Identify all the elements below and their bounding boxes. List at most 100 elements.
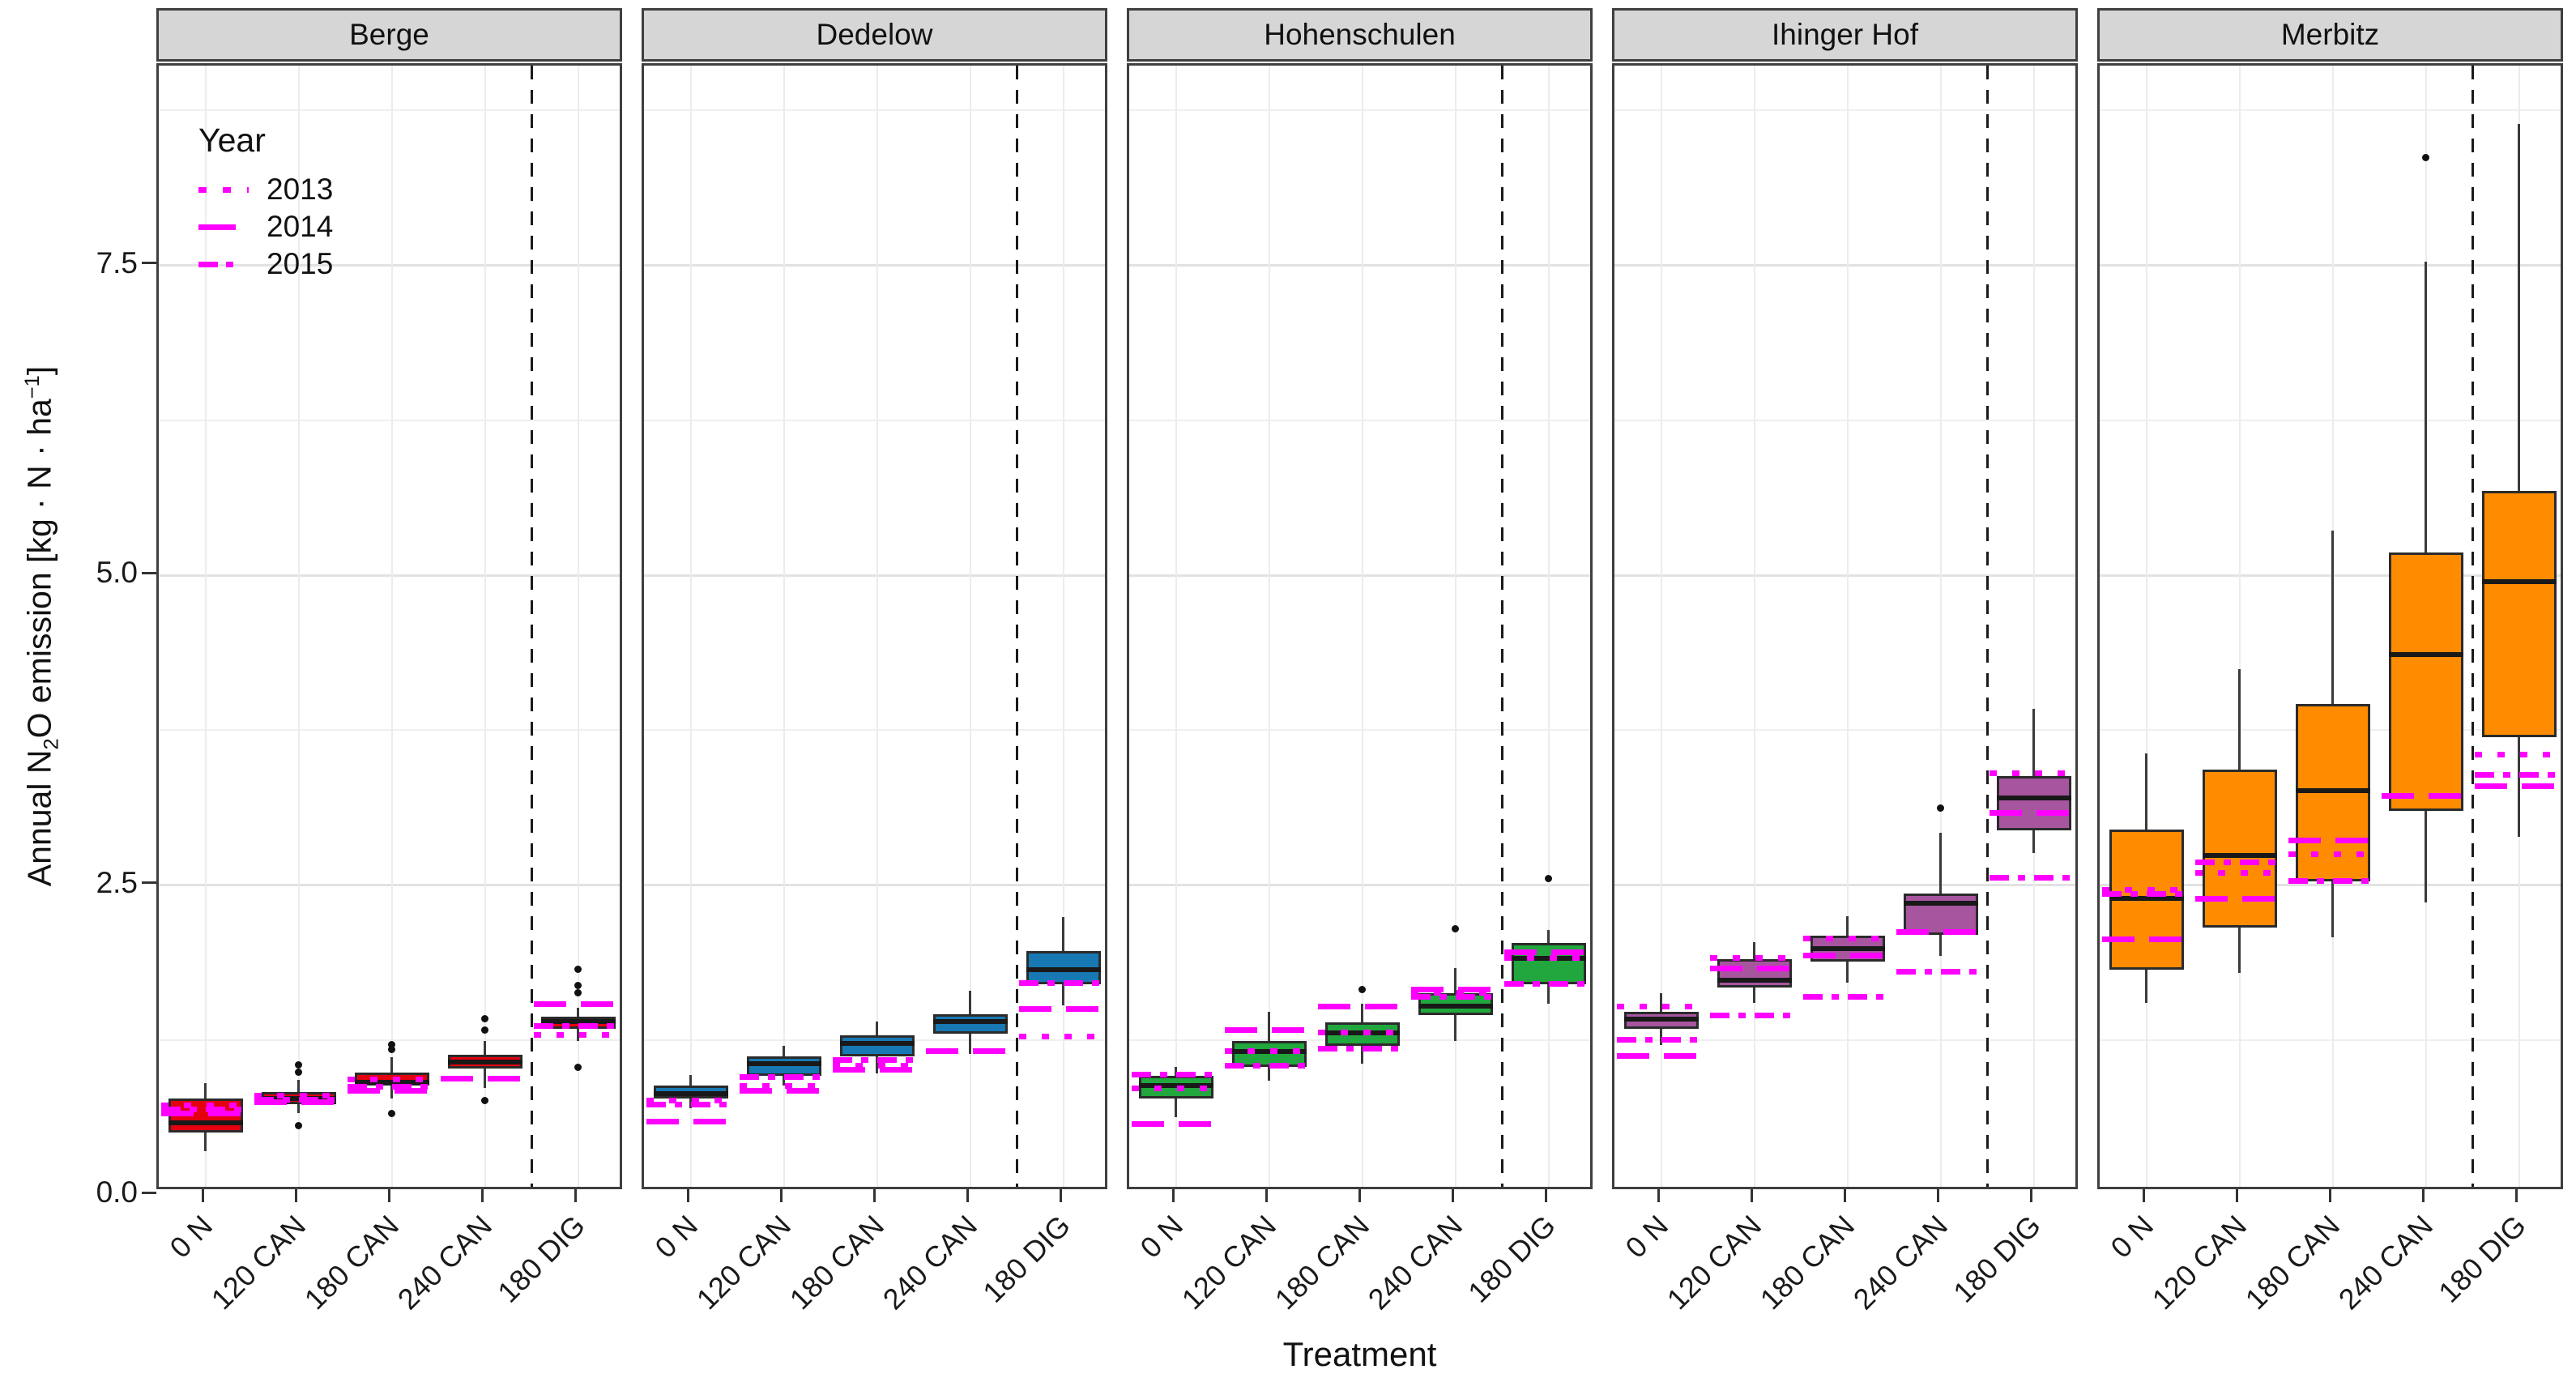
x-tick-mark bbox=[1172, 1189, 1175, 1202]
legend-item: 2015 bbox=[198, 245, 333, 283]
year-line-2015 bbox=[1802, 993, 1892, 1000]
y-tick-label: 5.0 bbox=[96, 556, 138, 589]
x-tick-mark bbox=[2143, 1189, 2145, 1202]
y-axis-title: Annual N2O emission [kg · N · ha−1] bbox=[20, 366, 63, 886]
legend-item: 2014 bbox=[198, 208, 333, 245]
vertical-gridline bbox=[1454, 66, 1456, 1187]
x-tick-mark bbox=[2030, 1189, 2032, 1202]
legend-title: Year bbox=[198, 122, 266, 159]
minor-gridline bbox=[159, 1039, 620, 1041]
year-line-2013 bbox=[254, 1093, 343, 1099]
x-tick-label: 0 N bbox=[2103, 1209, 2160, 1265]
year-line-2015 bbox=[533, 1023, 620, 1030]
vertical-gridline bbox=[1062, 66, 1064, 1187]
box bbox=[746, 1056, 821, 1077]
minor-gridline bbox=[1614, 729, 2075, 732]
treatment-separator-dashed-line bbox=[1500, 66, 1503, 1187]
treatment-separator-dashed-line bbox=[1015, 66, 1018, 1187]
legend-item: 2013 bbox=[198, 171, 333, 208]
outlier-dot bbox=[574, 966, 582, 974]
panel-inner bbox=[644, 66, 1105, 1187]
year-line-2013 bbox=[2194, 869, 2284, 876]
facet-strip: Merbitz bbox=[2097, 8, 2563, 62]
vertical-gridline bbox=[689, 66, 692, 1187]
median-line bbox=[447, 1060, 522, 1065]
outlier-dot bbox=[295, 1121, 302, 1129]
outlier-dot bbox=[574, 989, 582, 997]
year-line-2013 bbox=[347, 1077, 437, 1083]
year-line-2015 bbox=[2288, 878, 2378, 885]
year-line-2015 bbox=[2474, 771, 2561, 778]
x-tick-mark bbox=[1452, 1189, 1454, 1202]
major-gridline bbox=[1614, 574, 2075, 577]
vertical-gridline bbox=[1361, 66, 1363, 1187]
year-line-2014 bbox=[440, 1075, 530, 1081]
vertical-gridline bbox=[1547, 66, 1550, 1187]
major-gridline bbox=[644, 884, 1105, 886]
year-line-2013 bbox=[1224, 1048, 1314, 1055]
y-tick-mark bbox=[142, 262, 156, 264]
y-tick-label: 0.0 bbox=[96, 1175, 138, 1209]
year-line-2014 bbox=[160, 1110, 250, 1116]
year-line-2015 bbox=[1616, 1037, 1706, 1043]
year-line-2014 bbox=[1802, 953, 1892, 959]
year-line-2014 bbox=[1317, 1003, 1407, 1009]
outlier-dot bbox=[481, 1097, 488, 1105]
year-line-2014 bbox=[347, 1087, 437, 1094]
median-line bbox=[2295, 788, 2370, 794]
y-tick-mark bbox=[142, 881, 156, 884]
year-line-2013 bbox=[739, 1082, 829, 1089]
year-line-2013 bbox=[1503, 955, 1590, 962]
year-line-2014 bbox=[739, 1087, 829, 1094]
panel-inner bbox=[2100, 66, 2561, 1187]
major-gridline bbox=[1129, 884, 1590, 886]
year-line-2014 bbox=[2474, 783, 2561, 789]
legend-item-label: 2015 bbox=[267, 247, 334, 280]
treatment-separator-dashed-line bbox=[1985, 66, 1989, 1187]
facet-strip-label: Hohenschulen bbox=[1264, 18, 1456, 51]
vertical-gridline bbox=[1268, 66, 1270, 1187]
box bbox=[1996, 775, 2071, 831]
vertical-gridline bbox=[1175, 66, 1177, 1187]
outlier-dot bbox=[574, 981, 582, 989]
vertical-gridline bbox=[1753, 66, 1755, 1187]
year-line-2015 bbox=[1018, 979, 1105, 986]
outlier-dot bbox=[295, 1060, 302, 1069]
year-line-2013 bbox=[1410, 990, 1500, 996]
minor-gridline bbox=[1129, 729, 1590, 732]
legend-item-label: 2013 bbox=[267, 173, 334, 206]
major-gridline bbox=[159, 574, 620, 577]
median-line bbox=[1996, 796, 2071, 801]
minor-gridline bbox=[1129, 109, 1590, 112]
outlier-dot bbox=[574, 1063, 582, 1071]
outlier-dot bbox=[388, 1109, 395, 1117]
year-line-2014 bbox=[1616, 1053, 1706, 1060]
major-gridline bbox=[1614, 264, 2075, 267]
legend-items: 2013 2014 2015 bbox=[198, 171, 333, 283]
year-line-2014 bbox=[2288, 837, 2378, 843]
year-line-2014 bbox=[1896, 929, 1985, 936]
vertical-gridline bbox=[969, 66, 971, 1187]
vertical-gridline bbox=[876, 66, 878, 1187]
minor-gridline bbox=[1614, 419, 2075, 421]
major-gridline bbox=[2100, 264, 2561, 267]
y-tick-label: 2.5 bbox=[96, 865, 138, 899]
minor-gridline bbox=[2100, 419, 2561, 421]
minor-gridline bbox=[2100, 109, 2561, 112]
major-gridline bbox=[2100, 574, 2561, 577]
box bbox=[2481, 490, 2557, 738]
median-line bbox=[1903, 901, 1978, 907]
minor-gridline bbox=[1129, 419, 1590, 421]
x-tick-mark bbox=[1265, 1189, 1268, 1202]
median-line bbox=[2202, 852, 2277, 858]
x-tick-mark bbox=[2329, 1189, 2331, 1202]
y-axis-title-sub: 2 bbox=[40, 738, 63, 750]
major-gridline bbox=[644, 264, 1105, 267]
box bbox=[1717, 959, 1792, 988]
median-line bbox=[1717, 978, 1792, 983]
whisker-line bbox=[2518, 124, 2520, 837]
x-tick-mark bbox=[1060, 1189, 1062, 1202]
median-line bbox=[1026, 966, 1101, 972]
x-tick-mark bbox=[1358, 1189, 1361, 1202]
